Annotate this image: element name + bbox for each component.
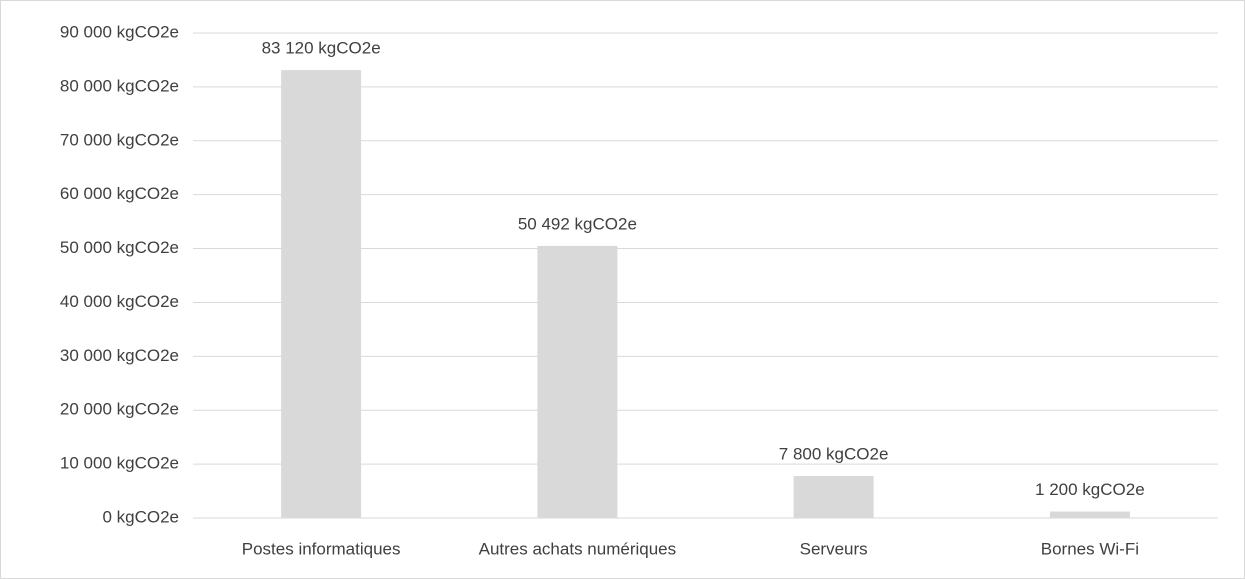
bar <box>793 475 874 518</box>
y-tick-label: 70 000 kgCO2e <box>60 130 179 149</box>
bar <box>281 70 362 518</box>
data-label: 1 200 kgCO2e <box>1035 480 1145 499</box>
data-label: 83 120 kgCO2e <box>262 39 381 58</box>
data-label: 50 492 kgCO2e <box>518 214 637 233</box>
y-tick-label: 30 000 kgCO2e <box>60 346 179 365</box>
y-tick-label: 50 000 kgCO2e <box>60 238 179 257</box>
data-label: 7 800 kgCO2e <box>779 444 889 463</box>
x-tick-label: Postes informatiques <box>242 539 401 558</box>
bar <box>1049 511 1130 518</box>
y-tick-label: 40 000 kgCO2e <box>60 292 179 311</box>
x-tick-label: Bornes Wi-Fi <box>1041 539 1139 558</box>
y-tick-label: 90 000 kgCO2e <box>60 22 179 41</box>
x-tick-label: Autres achats numériques <box>479 539 677 558</box>
y-tick-label: 80 000 kgCO2e <box>60 76 179 95</box>
y-tick-label: 60 000 kgCO2e <box>60 184 179 203</box>
x-tick-label: Serveurs <box>800 539 868 558</box>
bar <box>537 245 618 518</box>
y-tick-label: 10 000 kgCO2e <box>60 454 179 473</box>
y-tick-label: 20 000 kgCO2e <box>60 400 179 419</box>
y-tick-label: 0 kgCO2e <box>102 507 179 526</box>
